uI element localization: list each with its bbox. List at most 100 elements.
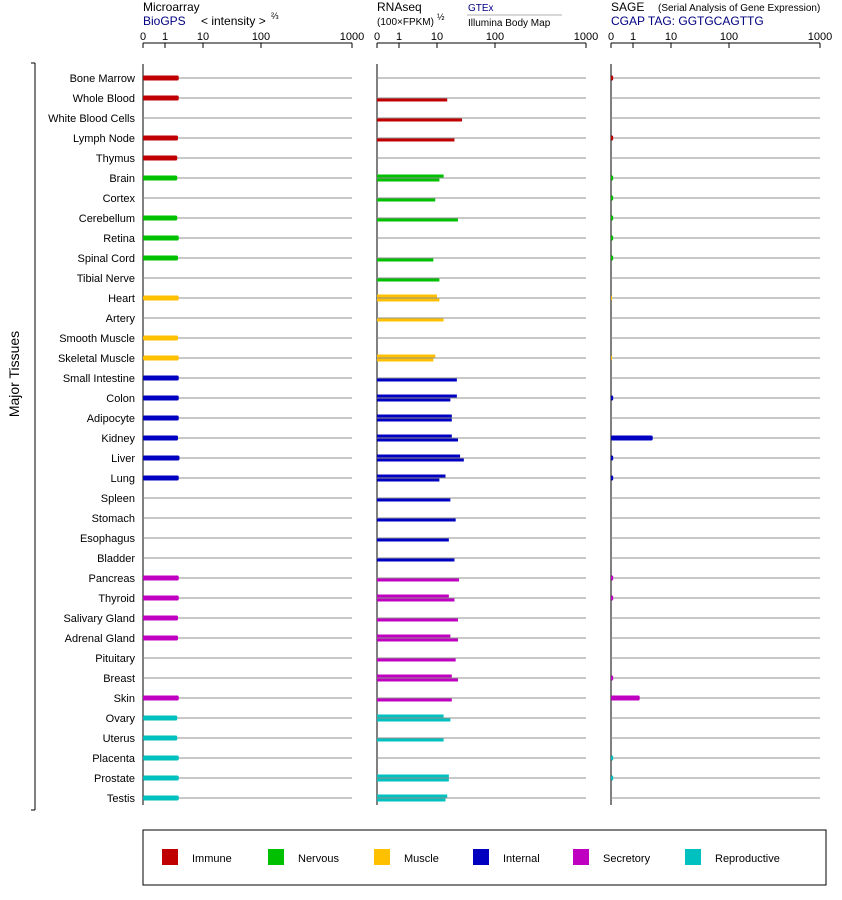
rnaseq-bar	[377, 718, 451, 722]
tissue-label: Thyroid	[98, 593, 135, 605]
legend-item-nervous: Nervous	[268, 849, 339, 865]
tick-label: 0	[374, 31, 380, 43]
microarray-bar	[143, 715, 178, 721]
tissue-label: Testis	[107, 793, 136, 805]
tick-label: 100	[252, 31, 270, 43]
rnaseq-bar	[377, 434, 452, 438]
tissue-label: Pancreas	[89, 573, 136, 585]
legend-label: Immune	[192, 853, 232, 865]
rnaseq-bar	[377, 438, 458, 442]
legend-label: Reproductive	[715, 853, 780, 865]
panel-sage: 0 1 10 100 1000	[608, 31, 832, 805]
legend-label: Nervous	[298, 853, 339, 865]
sage-bar	[611, 455, 614, 461]
tick-label: 1000	[574, 31, 598, 43]
legend-swatch	[473, 849, 489, 865]
rnaseq-bar	[377, 278, 440, 282]
tissue-label: Whole Blood	[73, 93, 135, 105]
rnaseq-bar	[377, 198, 436, 202]
sage-bar	[611, 195, 614, 201]
rnaseq-bar	[377, 178, 440, 182]
rnaseq-bar	[377, 638, 458, 642]
tissue-label: Uterus	[103, 733, 136, 745]
tick-label: 1	[630, 31, 636, 43]
microarray-bar	[143, 135, 179, 141]
rnaseq-bar	[377, 518, 456, 522]
tissue-label: Tibial Nerve	[77, 273, 135, 285]
microarray-bar	[143, 75, 179, 81]
microarray-bar	[143, 455, 180, 461]
sage-bar	[611, 675, 614, 681]
rnaseq-bar	[377, 798, 446, 802]
tissue-label: Salivary Gland	[63, 613, 135, 625]
sage-bar	[611, 475, 614, 481]
tissue-label: White Blood Cells	[48, 113, 135, 125]
panel-microarray: 0 1 10 100 1000	[140, 31, 364, 805]
rnaseq-bar	[377, 458, 464, 462]
microarray-bar	[143, 295, 179, 301]
tissue-label: Breast	[103, 673, 135, 685]
sage-bar	[611, 695, 640, 701]
tissue-label: Smooth Muscle	[59, 333, 135, 345]
tissue-label: Lymph Node	[73, 133, 135, 145]
legend-swatch	[685, 849, 701, 865]
legend-swatch	[162, 849, 178, 865]
sage-bar	[611, 395, 614, 401]
tissue-label: Liver	[111, 453, 135, 465]
sage-bar	[611, 75, 614, 81]
tick-label: 100	[486, 31, 504, 43]
rnaseq-bar	[377, 538, 449, 542]
tissue-label: Small Intestine	[63, 373, 135, 385]
rnaseq-source-illumina: Illumina Body Map	[468, 18, 551, 29]
legend-label: Secretory	[603, 853, 651, 865]
legend-item-secretory: Secretory	[573, 849, 651, 865]
sage-bar	[611, 175, 614, 181]
sage-bar	[611, 235, 614, 241]
rnaseq-bar	[377, 474, 446, 478]
tissue-label: Heart	[108, 293, 135, 305]
legend-item-reproductive: Reproductive	[685, 849, 780, 865]
rnaseq-bar	[377, 794, 448, 798]
legend-label: Muscle	[404, 853, 439, 865]
rnaseq-bar	[377, 318, 444, 322]
tissue-label: Spinal Cord	[78, 253, 135, 265]
rnaseq-bar	[377, 714, 444, 718]
microarray-scale-label: < intensity >	[201, 14, 266, 28]
sage-bar	[611, 575, 614, 581]
rnaseq-title: RNAseq	[377, 0, 422, 14]
microarray-subtitle: BioGPS	[143, 14, 186, 28]
rnaseq-bar	[377, 658, 456, 662]
rnaseq-bar	[377, 398, 451, 402]
microarray-bar	[143, 175, 178, 181]
rnaseq-bar	[377, 118, 463, 122]
rnaseq-bar	[377, 418, 452, 422]
major-tissues-label: Major Tissues	[6, 331, 22, 417]
rnaseq-bar	[377, 594, 449, 598]
rnaseq-bar	[377, 478, 440, 482]
microarray-bar	[143, 695, 179, 701]
legend: Immune Nervous Muscle Internal Secretory Repr…	[162, 849, 780, 865]
rnaseq-bar	[377, 558, 455, 562]
panels: 0 1 10 100 1000 0 1 10 100 1000 0 1 10 100 1000	[140, 31, 832, 805]
legend-swatch	[374, 849, 390, 865]
rnaseq-bar	[377, 294, 437, 298]
microarray-bar	[143, 775, 179, 781]
microarray-bar	[143, 595, 179, 601]
sage-bar	[611, 435, 653, 441]
microarray-bar	[143, 155, 178, 161]
rnaseq-bar	[377, 618, 458, 622]
rnaseq-bar	[377, 674, 452, 678]
microarray-bar	[143, 735, 178, 741]
microarray-bar	[143, 355, 179, 361]
tissue-label: Stomach	[92, 513, 135, 525]
sage-bar	[611, 255, 614, 261]
sage-bar	[611, 775, 614, 781]
tick-label: 1000	[808, 31, 832, 43]
microarray-scale-exp: ⅔	[271, 11, 279, 21]
tick-label: 1	[162, 31, 168, 43]
rnaseq-bar	[377, 138, 455, 142]
tissue-label: Kidney	[101, 433, 135, 445]
sage-subtitle: CGAP TAG: GGTGCAGTTG	[611, 14, 764, 28]
legend-item-muscle: Muscle	[374, 849, 439, 865]
